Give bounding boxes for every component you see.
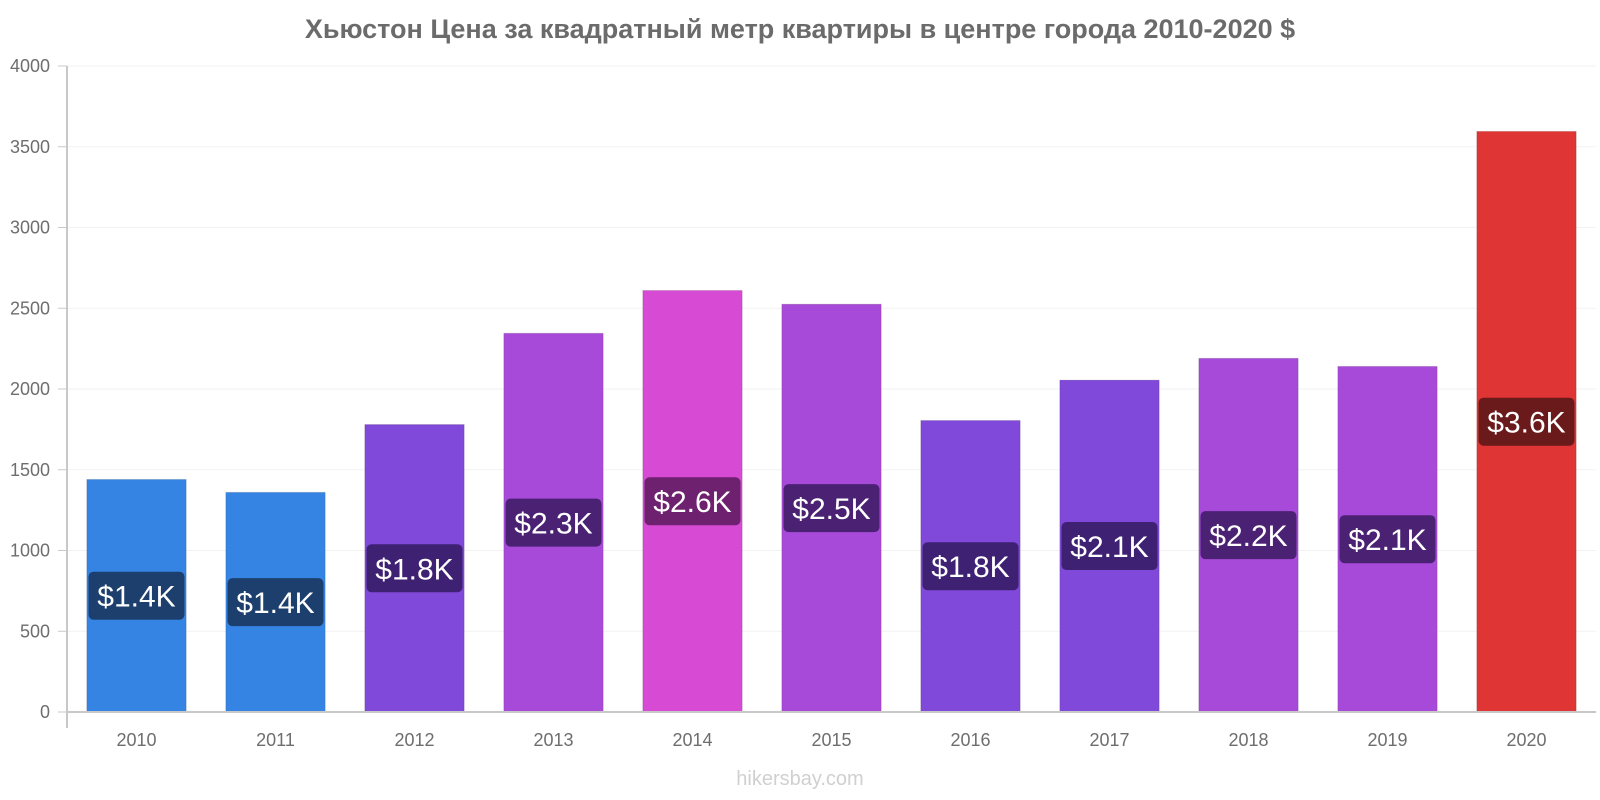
y-tick-label: 500 bbox=[20, 621, 50, 641]
data-label-box bbox=[505, 498, 602, 547]
y-tick-label: 2000 bbox=[10, 379, 50, 399]
data-label-text: $2.3K bbox=[514, 508, 592, 541]
chart-title: Хьюстон Цена за квадратный метр квартиры… bbox=[304, 14, 1296, 44]
data-label-2014: $2.6K bbox=[644, 477, 741, 526]
data-label-box bbox=[1339, 515, 1436, 564]
data-labels: $1.4K $1.4K $1.8K $2.3K $2.6K $2.5K $1.8K $2.1K… bbox=[88, 397, 1575, 627]
y-tick-label: 1000 bbox=[10, 541, 50, 561]
watermark: hikersbay.com bbox=[736, 768, 864, 790]
data-label-box bbox=[783, 484, 880, 533]
data-label-text: $1.8K bbox=[375, 553, 453, 586]
x-tick-label: 2016 bbox=[950, 730, 990, 750]
data-label-box bbox=[88, 571, 185, 620]
data-label-2020: $3.6K bbox=[1478, 397, 1575, 446]
data-label-box bbox=[1200, 511, 1297, 560]
x-tick-label: 2019 bbox=[1367, 730, 1407, 750]
x-tick-label: 2011 bbox=[256, 730, 295, 750]
data-label-box bbox=[366, 544, 463, 593]
data-label-2010: $1.4K bbox=[88, 571, 185, 620]
data-label-box bbox=[644, 477, 741, 526]
data-label-2015: $2.5K bbox=[783, 484, 880, 533]
x-tick-label: 2018 bbox=[1228, 730, 1268, 750]
data-label-box bbox=[1061, 522, 1158, 571]
y-tick-label: 3000 bbox=[10, 218, 50, 238]
data-label-box bbox=[922, 542, 1019, 591]
x-tick-label: 2010 bbox=[116, 730, 156, 750]
y-tick-label: 4000 bbox=[10, 56, 50, 76]
data-label-2013: $2.3K bbox=[505, 498, 602, 547]
x-tick-label: 2017 bbox=[1089, 730, 1129, 750]
x-axis-ticks: 2010 2011 2012 2013 2014 2015 2016 2017 2018 2019… bbox=[116, 730, 1546, 750]
x-tick-label: 2012 bbox=[394, 730, 434, 750]
y-axis-ticks: 0 500 1000 1500 2000 2500 3000 3500 4000 bbox=[10, 56, 67, 722]
data-label-2016: $1.8K bbox=[922, 542, 1019, 591]
data-label-box bbox=[1478, 397, 1575, 446]
data-label-text: $1.4K bbox=[97, 581, 175, 614]
data-label-text: $2.6K bbox=[653, 486, 731, 519]
y-tick-label: 1500 bbox=[10, 460, 50, 480]
data-label-2011: $1.4K bbox=[227, 578, 324, 627]
y-tick-label: 2500 bbox=[10, 298, 50, 318]
x-tick-label: 2014 bbox=[672, 730, 712, 750]
data-label-2012: $1.8K bbox=[366, 544, 463, 593]
data-label-text: $3.6K bbox=[1487, 407, 1565, 440]
data-label-text: $2.2K bbox=[1209, 520, 1287, 553]
x-tick-label: 2013 bbox=[533, 730, 573, 750]
y-tick-label: 0 bbox=[40, 702, 50, 722]
y-tick-label: 3500 bbox=[10, 137, 50, 157]
data-label-text: $2.1K bbox=[1070, 531, 1148, 564]
data-label-text: $2.1K bbox=[1348, 524, 1426, 557]
data-label-2019: $2.1K bbox=[1339, 515, 1436, 564]
data-label-text: $2.5K bbox=[792, 493, 870, 526]
data-label-2018: $2.2K bbox=[1200, 511, 1297, 560]
data-label-text: $1.8K bbox=[931, 551, 1009, 584]
data-label-2017: $2.1K bbox=[1061, 522, 1158, 571]
x-tick-label: 2015 bbox=[811, 730, 851, 750]
x-tick-label: 2020 bbox=[1506, 730, 1546, 750]
data-label-text: $1.4K bbox=[236, 587, 314, 620]
axes bbox=[66, 66, 1596, 728]
data-label-box bbox=[227, 578, 324, 627]
